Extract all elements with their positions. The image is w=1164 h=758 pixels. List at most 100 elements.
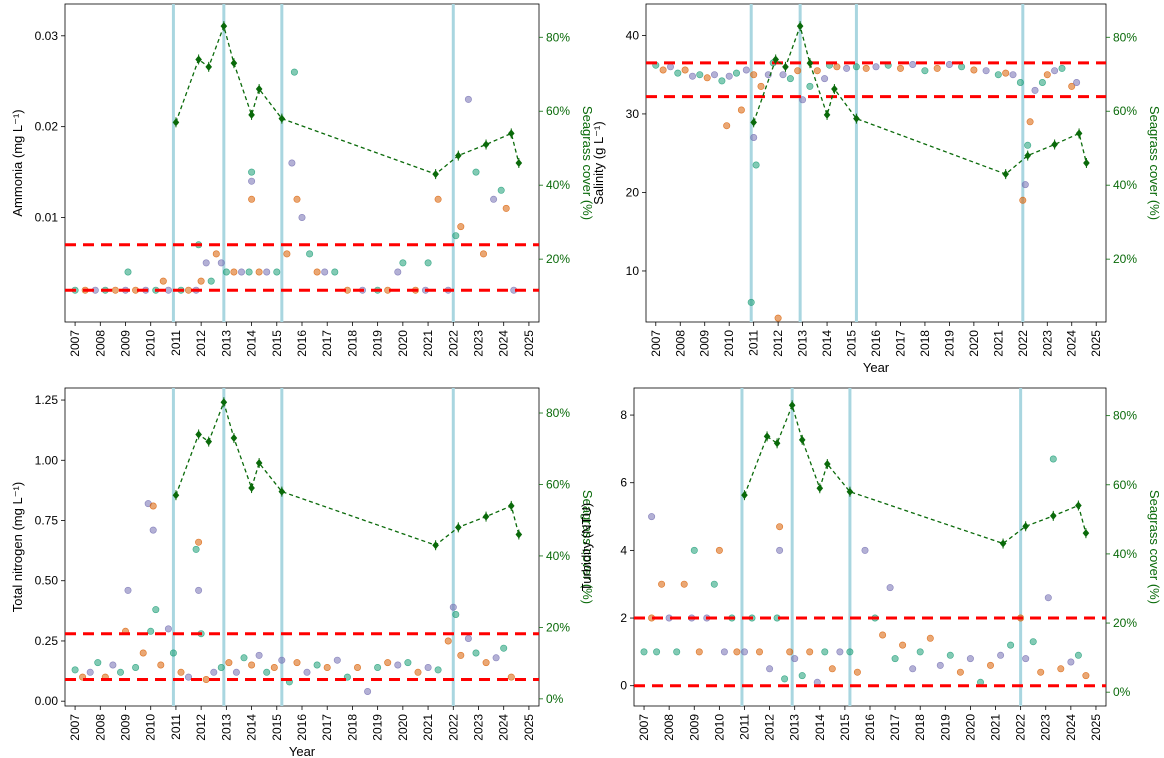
y-tick-label: 1.25 bbox=[35, 393, 59, 407]
data-point bbox=[653, 648, 661, 656]
data-point bbox=[457, 223, 465, 231]
data-point bbox=[263, 668, 271, 676]
data-point bbox=[452, 610, 460, 618]
data-point bbox=[926, 634, 934, 642]
data-point bbox=[479, 250, 487, 258]
data-point bbox=[794, 67, 802, 75]
data-point bbox=[414, 668, 422, 676]
seagrass-point bbox=[763, 432, 771, 441]
x-tick-label: 2023 bbox=[1040, 330, 1054, 357]
y2-tick-label: 80% bbox=[546, 406, 570, 420]
y-tick-label: 40 bbox=[626, 28, 640, 42]
data-point bbox=[966, 655, 974, 663]
data-point bbox=[353, 663, 361, 671]
x-tick-label: 2015 bbox=[838, 714, 852, 741]
data-point bbox=[742, 66, 750, 74]
data-point bbox=[384, 659, 392, 667]
data-point bbox=[786, 75, 794, 83]
data-point bbox=[394, 661, 402, 669]
y2-tick-label: 80% bbox=[1113, 409, 1137, 423]
data-point bbox=[806, 82, 814, 90]
x-tick-label: 2018 bbox=[345, 714, 359, 741]
x-tick-label: 2012 bbox=[194, 330, 208, 357]
data-point bbox=[248, 661, 256, 669]
seagrass-point bbox=[1051, 140, 1058, 149]
data-point bbox=[916, 648, 924, 656]
data-point bbox=[444, 637, 452, 645]
seagrass-point bbox=[816, 484, 824, 493]
data-point bbox=[245, 268, 253, 276]
data-point bbox=[648, 513, 656, 521]
seagrass-point bbox=[823, 110, 831, 119]
y2-tick-label: 0% bbox=[1113, 685, 1131, 699]
x-tick-label: 2025 bbox=[1089, 714, 1103, 741]
data-point bbox=[86, 668, 94, 676]
data-point bbox=[757, 82, 765, 90]
data-point bbox=[843, 64, 851, 72]
data-point bbox=[132, 663, 140, 671]
seagrass-point bbox=[782, 62, 789, 71]
y2-tick-label: 60% bbox=[1113, 478, 1137, 492]
data-point bbox=[750, 71, 758, 79]
seagrass-point bbox=[741, 491, 748, 500]
data-point bbox=[248, 195, 256, 203]
data-point bbox=[690, 546, 698, 554]
data-point bbox=[323, 663, 331, 671]
seagrass-point bbox=[831, 85, 838, 94]
x-tick-label: 2017 bbox=[320, 330, 334, 357]
data-point bbox=[715, 546, 723, 554]
seagrass-point bbox=[205, 437, 213, 446]
data-point bbox=[290, 68, 298, 76]
salinity-panel: 10 20 30 40 20% 40% 60% 80% 2007 2008 2009 2010 2011… bbox=[591, 3, 1162, 375]
x-tick-label: 2010 bbox=[144, 330, 158, 357]
data-point bbox=[1057, 665, 1065, 673]
x-tick-label: 2008 bbox=[673, 330, 687, 357]
data-point bbox=[658, 580, 666, 588]
x-axis-label: Year bbox=[863, 360, 890, 375]
seagrass-point bbox=[846, 487, 854, 496]
x-tick-label: 2017 bbox=[893, 330, 907, 357]
data-point bbox=[861, 546, 869, 554]
data-point bbox=[846, 648, 854, 656]
data-point bbox=[452, 232, 460, 240]
data-point bbox=[212, 250, 220, 258]
data-point bbox=[490, 195, 498, 203]
x-tick-label: 2020 bbox=[963, 714, 977, 741]
data-point bbox=[117, 668, 125, 676]
seagrass-point bbox=[220, 398, 228, 407]
x-tick-label: 2013 bbox=[219, 330, 233, 357]
x-tick-label: 2011 bbox=[747, 330, 761, 356]
data-point bbox=[680, 580, 688, 588]
y-tick-label: 6 bbox=[620, 476, 627, 490]
data-point bbox=[1002, 69, 1010, 77]
data-point bbox=[1044, 594, 1052, 602]
data-point bbox=[750, 134, 758, 142]
data-point bbox=[695, 648, 703, 656]
x-tick-label: 2020 bbox=[967, 330, 981, 357]
x-tick-label: 2022 bbox=[1016, 330, 1030, 357]
x-tick-label: 2022 bbox=[446, 330, 460, 357]
y-tick-label: 30 bbox=[626, 107, 640, 121]
seagrass-point bbox=[255, 459, 263, 468]
data-point bbox=[238, 268, 246, 276]
data-point bbox=[1067, 658, 1075, 666]
data-point bbox=[986, 661, 994, 669]
seagrass-point bbox=[999, 539, 1007, 548]
y2-tick-label: 60% bbox=[546, 477, 570, 491]
x-tick-label: 2009 bbox=[119, 330, 133, 357]
data-point bbox=[1021, 181, 1029, 189]
seagrass-point bbox=[482, 512, 490, 521]
y-tick-label: 1.00 bbox=[35, 453, 59, 467]
data-point bbox=[333, 656, 341, 664]
x-tick-label: 2021 bbox=[421, 714, 435, 741]
ammonia-panel: 0.01 0.02 0.03 20% 40% 60% 80% 2007 2008 2009 2010… bbox=[10, 3, 595, 357]
data-point bbox=[681, 66, 689, 74]
x-tick-label: 2013 bbox=[788, 714, 802, 741]
seagrass-point bbox=[788, 401, 796, 410]
data-point bbox=[813, 67, 821, 75]
data-point bbox=[862, 64, 870, 72]
data-point bbox=[321, 268, 329, 276]
data-point bbox=[640, 648, 648, 656]
data-point bbox=[502, 204, 510, 212]
